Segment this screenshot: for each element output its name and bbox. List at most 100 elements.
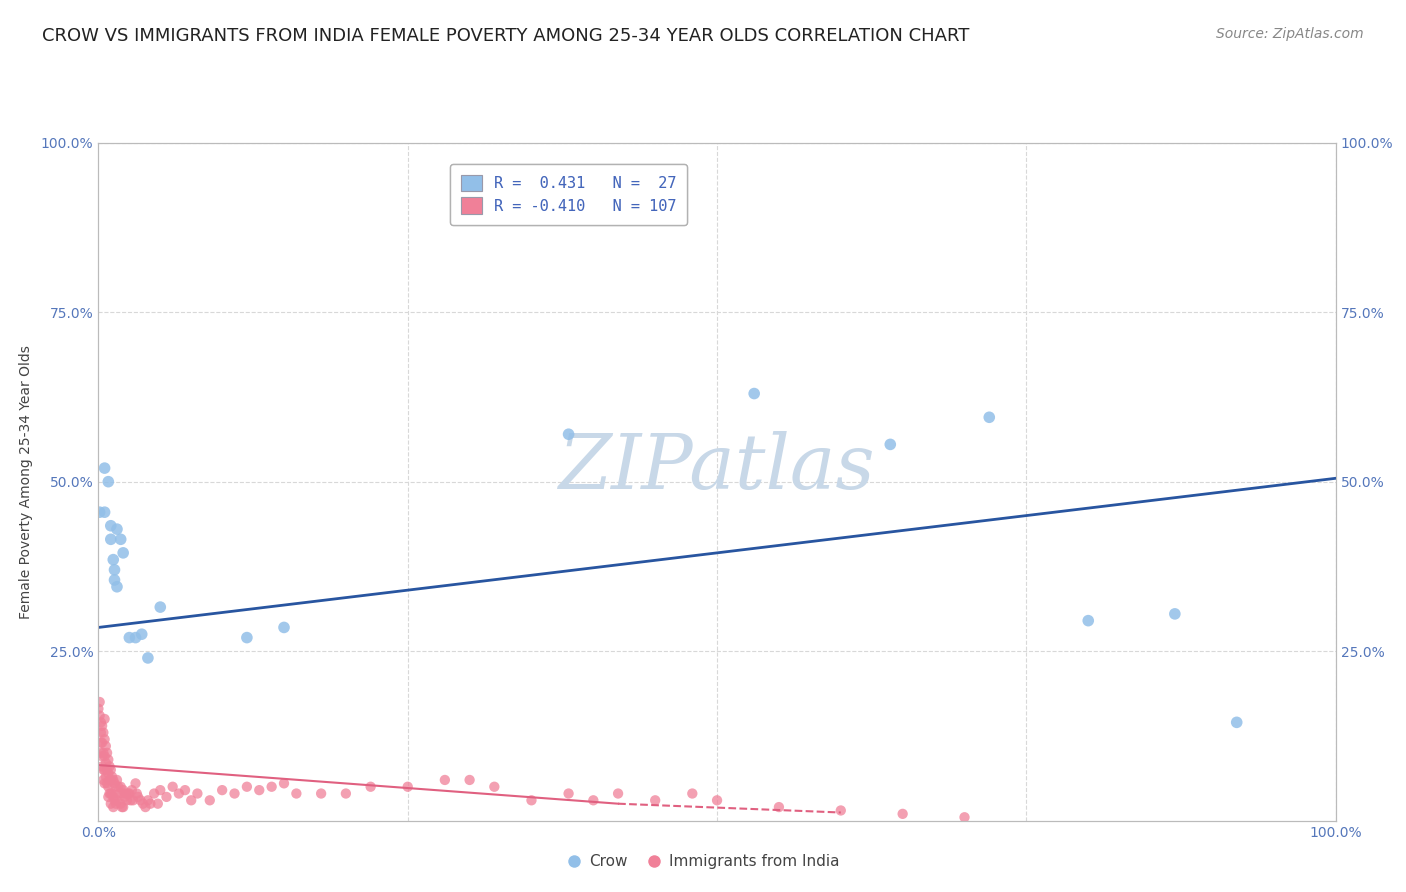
Point xyxy=(681,787,703,801)
Point xyxy=(124,631,146,645)
Point xyxy=(433,772,456,787)
Point xyxy=(98,772,121,787)
Point xyxy=(101,770,124,784)
Point xyxy=(174,783,197,797)
Point xyxy=(273,620,295,634)
Point xyxy=(97,789,120,804)
Text: Source: ZipAtlas.com: Source: ZipAtlas.com xyxy=(1216,27,1364,41)
Point xyxy=(93,746,115,760)
Point xyxy=(110,780,132,794)
Point xyxy=(90,746,112,760)
Point xyxy=(87,702,110,716)
Point xyxy=(224,787,246,801)
Point xyxy=(285,787,308,801)
Point xyxy=(96,776,118,790)
Point xyxy=(1226,715,1249,730)
Point xyxy=(100,797,122,811)
Point xyxy=(90,736,112,750)
Point xyxy=(114,787,136,801)
Point xyxy=(105,772,128,787)
Point xyxy=(111,787,134,801)
Point xyxy=(93,772,115,787)
Legend: Crow, Immigrants from India: Crow, Immigrants from India xyxy=(561,848,845,875)
Point xyxy=(236,780,259,794)
Point xyxy=(104,780,127,794)
Point xyxy=(93,712,115,726)
Point xyxy=(104,797,127,811)
Point xyxy=(117,787,139,801)
Point xyxy=(93,763,115,777)
Point xyxy=(91,759,114,773)
Point xyxy=(830,804,852,818)
Point xyxy=(118,787,141,801)
Legend: R =  0.431   N =  27, R = -0.410   N = 107: R = 0.431 N = 27, R = -0.410 N = 107 xyxy=(450,164,688,225)
Point xyxy=(93,763,115,777)
Point xyxy=(100,518,122,533)
Point xyxy=(121,783,143,797)
Point xyxy=(110,533,132,547)
Point xyxy=(136,793,159,807)
Point xyxy=(93,461,115,475)
Point xyxy=(1164,607,1187,621)
Point xyxy=(134,800,156,814)
Point xyxy=(98,787,121,801)
Y-axis label: Female Poverty Among 25-34 Year Olds: Female Poverty Among 25-34 Year Olds xyxy=(18,344,32,619)
Point xyxy=(103,563,125,577)
Point xyxy=(309,787,332,801)
Point xyxy=(90,715,112,730)
Point xyxy=(360,780,382,794)
Point xyxy=(112,789,135,804)
Text: CROW VS IMMIGRANTS FROM INDIA FEMALE POVERTY AMONG 25-34 YEAR OLDS CORRELATION C: CROW VS IMMIGRANTS FROM INDIA FEMALE POV… xyxy=(42,27,970,45)
Point xyxy=(122,793,145,807)
Point xyxy=(149,783,172,797)
Point xyxy=(484,780,506,794)
Point xyxy=(979,410,1001,425)
Point xyxy=(768,800,790,814)
Point xyxy=(103,789,125,804)
Point xyxy=(162,780,184,794)
Point xyxy=(111,800,134,814)
Point xyxy=(129,793,152,807)
Point xyxy=(125,787,148,801)
Point xyxy=(89,695,111,709)
Point xyxy=(105,522,128,536)
Point xyxy=(110,797,132,811)
Point xyxy=(247,783,270,797)
Point xyxy=(93,776,115,790)
Point xyxy=(100,787,122,801)
Point xyxy=(94,756,117,770)
Point xyxy=(458,772,481,787)
Point xyxy=(97,766,120,780)
Point xyxy=(607,787,630,801)
Point xyxy=(557,787,579,801)
Point xyxy=(120,793,142,807)
Point xyxy=(96,746,118,760)
Point xyxy=(149,600,172,615)
Point xyxy=(98,759,121,773)
Point xyxy=(93,732,115,747)
Point xyxy=(97,780,120,794)
Point xyxy=(103,793,125,807)
Point xyxy=(146,797,169,811)
Point xyxy=(94,770,117,784)
Point xyxy=(100,533,122,547)
Point xyxy=(644,793,666,807)
Point xyxy=(93,505,115,519)
Point xyxy=(103,772,125,787)
Point xyxy=(105,793,128,807)
Point xyxy=(103,800,125,814)
Point xyxy=(91,719,114,733)
Point xyxy=(335,787,357,801)
Point xyxy=(127,789,149,804)
Point xyxy=(100,772,122,787)
Point xyxy=(131,627,153,641)
Point xyxy=(112,800,135,814)
Point xyxy=(167,787,190,801)
Point xyxy=(89,708,111,723)
Point xyxy=(891,806,914,821)
Point xyxy=(706,793,728,807)
Point xyxy=(879,437,901,451)
Point xyxy=(91,749,114,764)
Point xyxy=(112,783,135,797)
Point xyxy=(118,631,141,645)
